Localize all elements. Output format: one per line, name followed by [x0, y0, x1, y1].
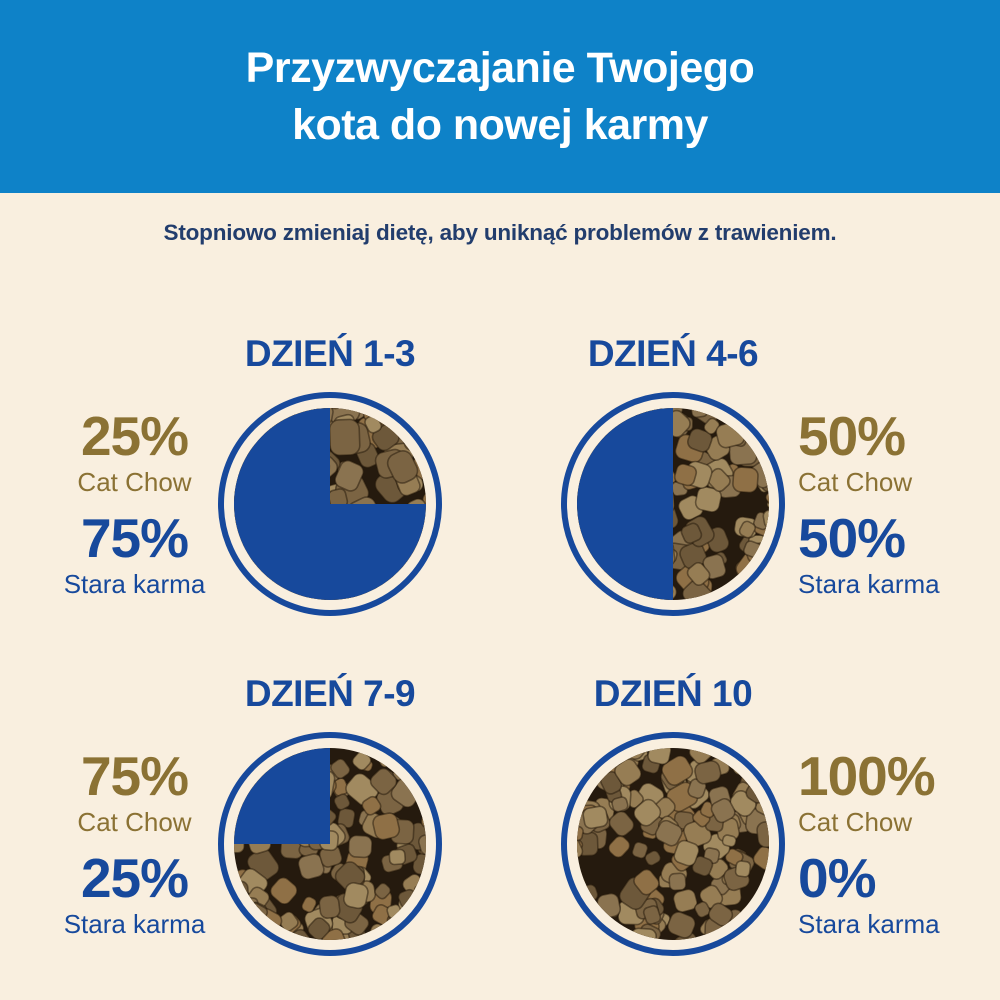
page-title-line-1: Przyzwyczajanie Twojego	[245, 43, 755, 92]
pie-chart-day-4-6	[558, 389, 788, 619]
cat-chow-label: Cat Chow	[798, 807, 913, 837]
charts-grid: DZIEŃ 1-3 25% Cat Chow 75% Stara karma D…	[0, 333, 1000, 985]
stara-karma-group: 50% Stara karma	[798, 507, 980, 600]
header-banner: Przyzwyczajanie Twojego kota do nowej kar…	[0, 0, 1000, 193]
cat-chow-label: Cat Chow	[77, 467, 192, 497]
pie-chart-day-10	[558, 729, 788, 959]
stara-karma-group: 25% Stara karma	[60, 847, 209, 940]
cat-chow-group: 100% Cat Chow	[798, 745, 980, 838]
stara-karma-group: 0% Stara karma	[798, 847, 980, 940]
pie-chart-day-1-3	[215, 389, 445, 619]
cat-chow-percentage: 75%	[80, 745, 189, 807]
cat-chow-percentage: 25%	[80, 405, 189, 467]
cat-chow-group: 75% Cat Chow	[60, 745, 209, 838]
stara-karma-percentage: 50%	[798, 507, 906, 569]
stara-karma-label: Stara karma	[798, 909, 940, 939]
chart-card-day-1-3: DZIEŃ 1-3 25% Cat Chow 75% Stara karma	[0, 333, 500, 645]
stara-karma-label: Stara karma	[63, 569, 206, 599]
stara-karma-percentage: 75%	[80, 507, 189, 569]
chart-labels-day-1-3: 25% Cat Chow 75% Stara karma	[60, 389, 215, 619]
subtitle: Stopniowo zmieniaj dietę, aby uniknąć pr…	[163, 220, 837, 245]
stara-karma-percentage: 0%	[798, 847, 877, 909]
cat-chow-label: Cat Chow	[798, 467, 913, 497]
cat-chow-percentage: 100%	[798, 745, 936, 807]
chart-card-day-10: DZIEŃ 10 100% Cat Chow 0% Stara karma	[500, 673, 1000, 985]
cat-chow-label: Cat Chow	[77, 807, 192, 837]
cat-chow-percentage: 50%	[798, 405, 906, 467]
chart-title-day-10: DZIEŃ 10	[593, 673, 753, 714]
cat-chow-group: 25% Cat Chow	[60, 405, 209, 498]
stara-karma-group: 75% Stara karma	[60, 507, 209, 600]
page-title: Przyzwyczajanie Twojego kota do nowej kar…	[246, 40, 755, 154]
chart-card-day-4-6: DZIEŃ 4-6 50% Cat Chow 50% Stara karma	[500, 333, 1000, 645]
page-title-line-2: kota do nowej karmy	[292, 100, 708, 149]
stara-karma-label: Stara karma	[63, 909, 206, 939]
chart-labels-day-4-6: 50% Cat Chow 50% Stara karma	[788, 389, 980, 619]
stara-karma-label: Stara karma	[798, 569, 940, 599]
chart-title-day-1-3: DZIEŃ 1-3	[244, 333, 416, 374]
pie-chart-day-7-9	[215, 729, 445, 959]
stara-karma-percentage: 25%	[80, 847, 189, 909]
chart-labels-day-10: 100% Cat Chow 0% Stara karma	[788, 729, 980, 959]
chart-title-day-7-9: DZIEŃ 7-9	[244, 673, 416, 714]
chart-title-day-4-6: DZIEŃ 4-6	[587, 333, 759, 374]
cat-chow-group: 50% Cat Chow	[798, 405, 980, 498]
chart-labels-day-7-9: 75% Cat Chow 25% Stara karma	[60, 729, 215, 959]
chart-card-day-7-9: DZIEŃ 7-9 75% Cat Chow 25% Stara karma	[0, 673, 500, 985]
